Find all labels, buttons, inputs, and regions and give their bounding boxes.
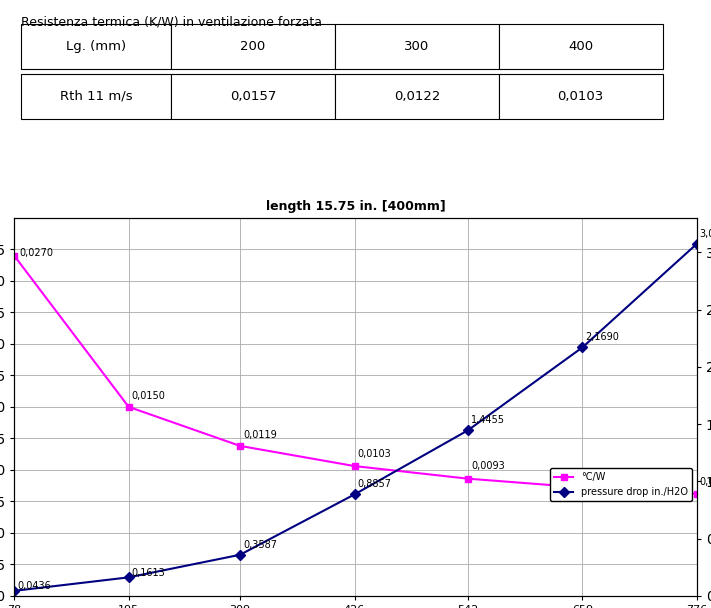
Bar <box>21 74 171 119</box>
Legend: °C/W, pressure drop in./H2O: °C/W, pressure drop in./H2O <box>550 468 692 501</box>
Text: 3,0731: 3,0731 <box>700 229 711 239</box>
Text: 300: 300 <box>405 40 429 53</box>
Text: 0,0122: 0,0122 <box>394 90 440 103</box>
Bar <box>21 24 171 69</box>
Text: 0,3587: 0,3587 <box>243 540 277 550</box>
Text: 0,8857: 0,8857 <box>358 479 392 489</box>
Bar <box>171 24 335 69</box>
Text: 1,4455: 1,4455 <box>471 415 505 425</box>
Bar <box>499 74 663 119</box>
Text: 0,1613: 0,1613 <box>132 568 166 578</box>
Text: 0,0119: 0,0119 <box>243 430 277 440</box>
Text: 200: 200 <box>240 40 266 53</box>
Title: length 15.75 in. [400mm]: length 15.75 in. [400mm] <box>266 199 445 213</box>
Text: 0,0150: 0,0150 <box>132 390 166 401</box>
Text: Rth 11 m/s: Rth 11 m/s <box>60 90 132 103</box>
Text: 0,0157: 0,0157 <box>230 90 277 103</box>
Text: 0,0081: 0,0081 <box>700 477 711 488</box>
Bar <box>335 24 499 69</box>
Text: 0,0086: 0,0086 <box>585 470 619 480</box>
Text: 0,0103: 0,0103 <box>557 90 604 103</box>
Bar <box>335 74 499 119</box>
Text: 400: 400 <box>568 40 593 53</box>
Text: 0,0093: 0,0093 <box>471 461 505 471</box>
Text: 0,0270: 0,0270 <box>19 248 53 258</box>
Bar <box>171 74 335 119</box>
Text: 0,0436: 0,0436 <box>17 581 51 592</box>
Text: Lg. (mm): Lg. (mm) <box>66 40 126 53</box>
Text: 0,0103: 0,0103 <box>358 449 391 458</box>
Text: 2,1690: 2,1690 <box>585 333 619 342</box>
Bar <box>499 24 663 69</box>
Text: Resistenza termica (K/W) in ventilazione forzata: Resistenza termica (K/W) in ventilazione… <box>21 16 322 29</box>
